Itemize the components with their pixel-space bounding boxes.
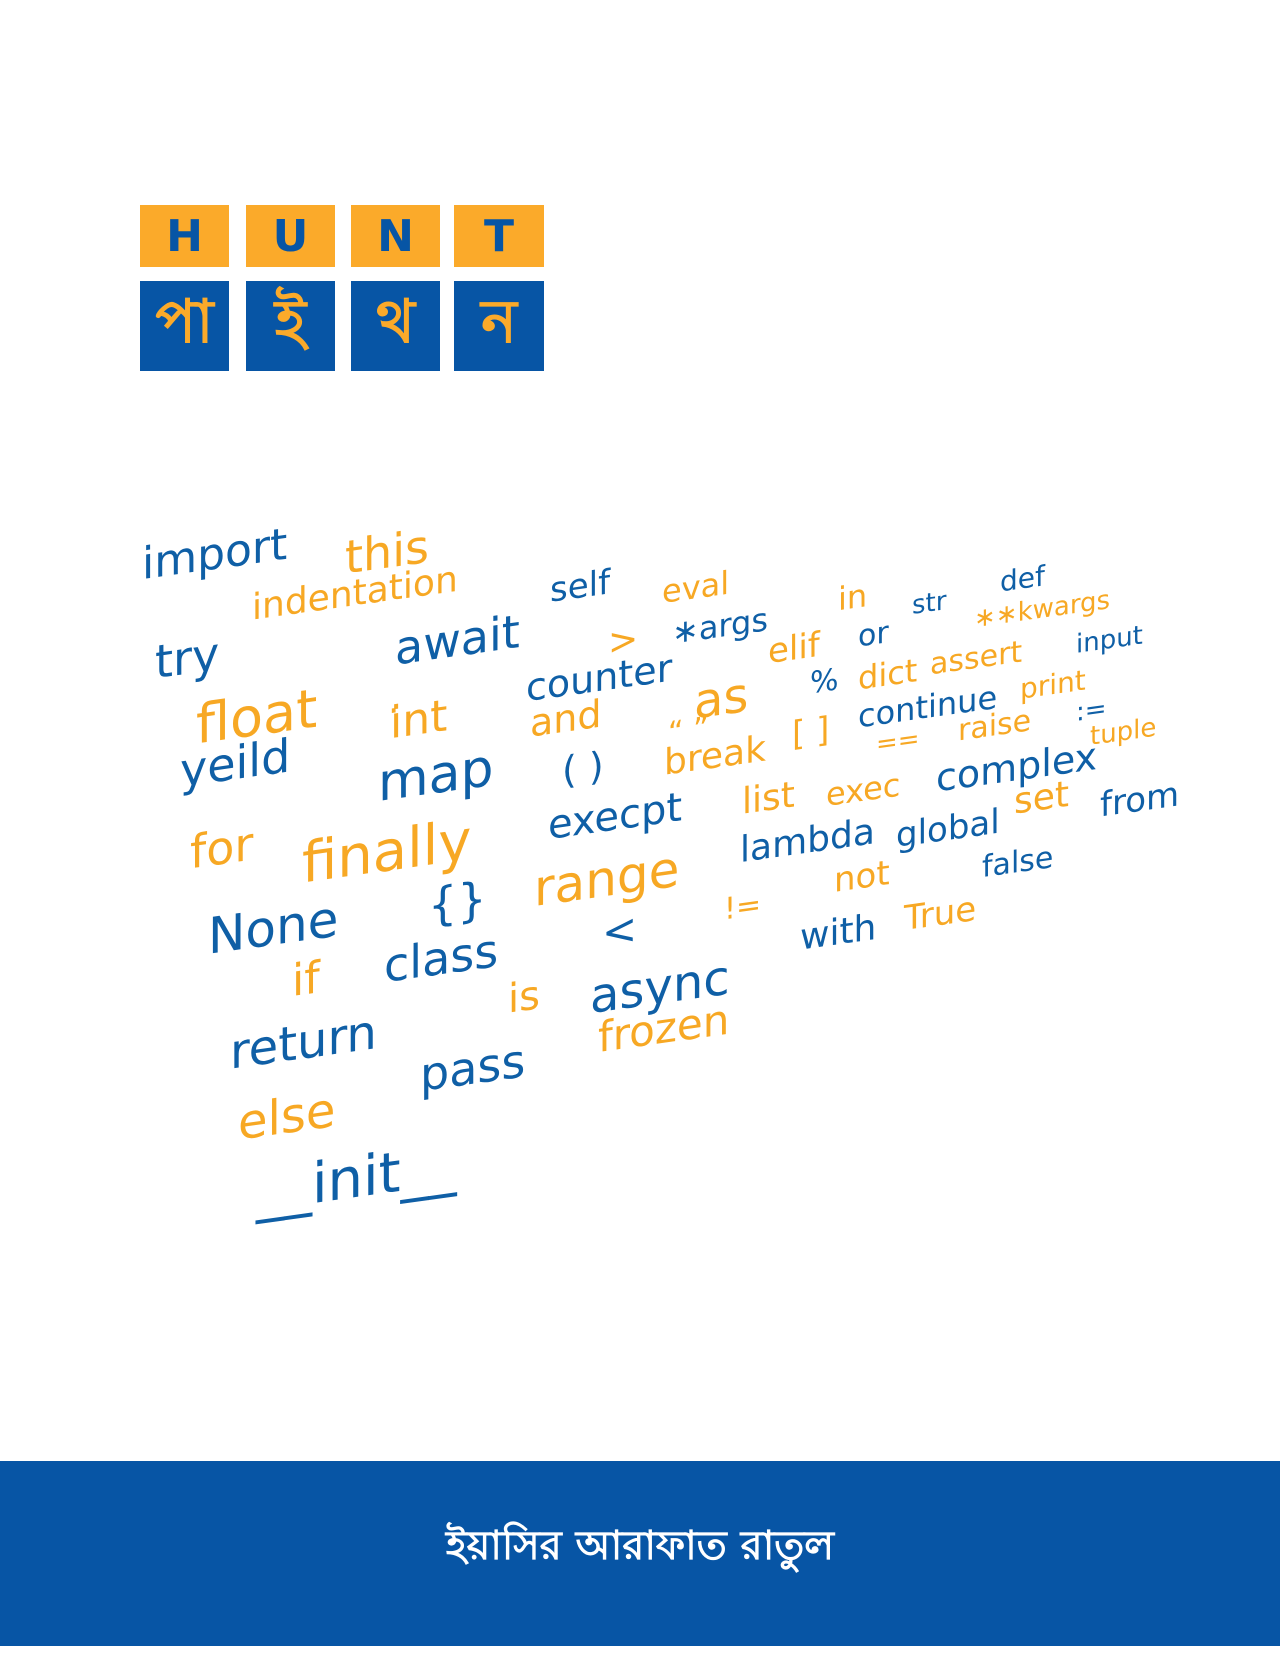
logo-tile-n: N: [351, 205, 440, 267]
keyword-word: await: [395, 604, 520, 676]
keyword-word: __init__: [256, 1131, 457, 1226]
keyword-word: <: [602, 903, 638, 958]
keyword-word: class: [384, 923, 499, 994]
keyword-word: !=: [724, 887, 762, 928]
keyword-word: str: [912, 586, 947, 621]
keyword-word: {}: [428, 870, 487, 933]
keyword-word: tuple: [1090, 712, 1157, 752]
keyword-word: %: [810, 662, 839, 702]
logo-tile-pa: পা: [140, 281, 229, 371]
keyword-word: ∗args: [672, 600, 768, 652]
keyword-word: self: [550, 562, 611, 611]
footer-band: ইয়াসির আরাফাত রাতুল: [0, 1461, 1280, 1646]
keyword-word: false: [982, 840, 1054, 886]
keyword-word: for: [190, 816, 254, 880]
keyword-word: ==: [876, 723, 920, 760]
keyword-word: not: [834, 853, 890, 901]
keyword-word: if: [292, 952, 320, 1008]
logo-tile-na: ন: [454, 281, 544, 371]
keyword-word: or: [858, 615, 889, 655]
keyword-word: else: [238, 1081, 336, 1152]
logo-tile-h: H: [140, 205, 229, 267]
keyword-word: import: [142, 518, 288, 591]
keyword-word: range: [534, 839, 680, 919]
keyword-word: ( ): [562, 743, 604, 794]
logo-tile-u: U: [246, 205, 335, 267]
keyword-word: True: [904, 888, 977, 940]
keyword-word: int: [390, 690, 448, 750]
keyword-word: yeild: [180, 728, 291, 798]
keyword-word: and: [530, 691, 602, 746]
keyword-word: [ ]: [792, 709, 830, 755]
keyword-word: dict: [858, 651, 918, 698]
keyword-word: execpt: [548, 784, 683, 850]
keyword-word: elif: [768, 624, 820, 673]
keyword-word: eval: [662, 563, 730, 612]
keyword-word: def: [1000, 559, 1045, 599]
keyword-word: return: [230, 1004, 377, 1081]
keyword-word: pass: [420, 1033, 526, 1103]
logo-tile-tha: থ: [351, 281, 440, 371]
keyword-word: list: [742, 774, 795, 823]
keyword-word: raise: [958, 703, 1032, 749]
keyword-word: input: [1076, 620, 1143, 660]
keyword-word: set: [1014, 773, 1070, 823]
keyword-word: global: [896, 801, 1000, 857]
keyword-word: from: [1100, 774, 1180, 826]
logo-tile-t: T: [454, 205, 544, 267]
keyword-word: try: [155, 626, 220, 690]
keyword-word: map: [378, 737, 494, 814]
logo-tile-i: ই: [246, 281, 335, 371]
keyword-word: is: [508, 972, 540, 1023]
keyword-word: with: [800, 906, 877, 959]
keyword-word: assert: [930, 634, 1023, 683]
keyword-word: exec: [826, 765, 901, 814]
keyword-word: in: [838, 576, 868, 619]
keyword-word: ∗∗kwargs: [974, 585, 1111, 635]
author-name: ইয়াসির আরাফাত রাতুল: [445, 1523, 835, 1569]
